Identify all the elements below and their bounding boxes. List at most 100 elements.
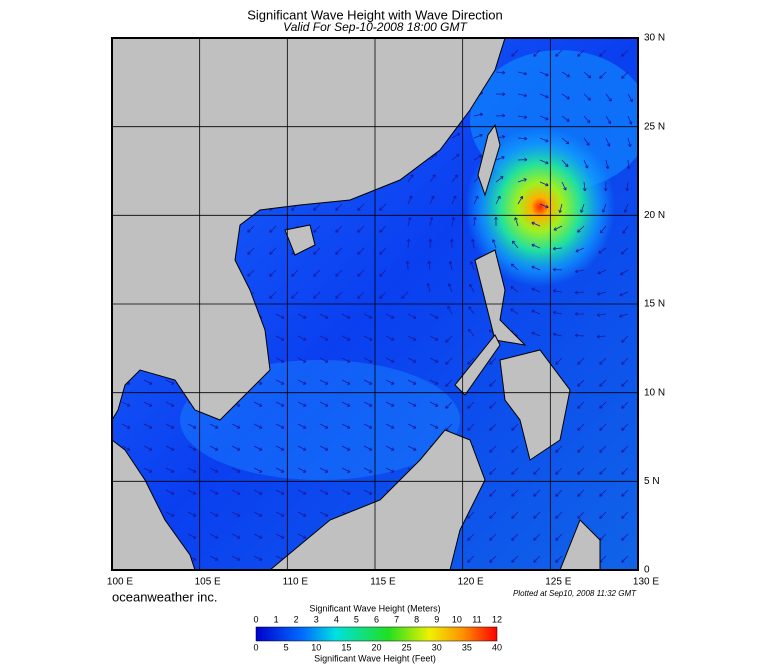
arrow bbox=[165, 511, 175, 517]
arrow bbox=[121, 445, 131, 451]
meter-label: 4 bbox=[334, 614, 339, 624]
lon-label: 110 E bbox=[283, 577, 309, 588]
arrow bbox=[247, 247, 255, 255]
meter-label: 5 bbox=[354, 614, 359, 624]
arrow bbox=[561, 159, 569, 168]
arrow bbox=[620, 247, 629, 255]
meter-label: 10 bbox=[452, 614, 462, 624]
arrow bbox=[489, 489, 497, 497]
lat-label: 10 N bbox=[644, 387, 665, 398]
arrow bbox=[491, 239, 497, 249]
arrow bbox=[209, 467, 219, 473]
arrow bbox=[341, 467, 351, 473]
arrow bbox=[517, 71, 528, 76]
arrow bbox=[247, 269, 255, 277]
lat-label: 0 bbox=[644, 565, 650, 576]
arrow bbox=[599, 511, 607, 519]
arrow bbox=[335, 203, 343, 211]
arrow bbox=[539, 71, 549, 77]
arrow bbox=[539, 93, 549, 99]
arrow bbox=[489, 511, 497, 519]
arrow bbox=[187, 445, 197, 451]
arrow bbox=[341, 379, 351, 385]
lon-label: 130 E bbox=[633, 577, 659, 588]
lat-label: 15 N bbox=[644, 299, 665, 310]
arrow bbox=[447, 305, 453, 315]
arrow bbox=[297, 379, 307, 385]
arrow bbox=[357, 291, 365, 299]
grid bbox=[112, 38, 638, 570]
arrow bbox=[469, 283, 475, 293]
arrow bbox=[429, 423, 439, 429]
arrow bbox=[319, 379, 329, 385]
arrow bbox=[448, 260, 453, 271]
arrow bbox=[407, 195, 413, 205]
arrow bbox=[605, 93, 612, 102]
colorbar-ticks: 0 1 2 3 4 5 6 7 8 9 10 11 120 5 10 15 20 25 30 35 40 bbox=[253, 614, 502, 652]
arrow bbox=[552, 332, 563, 337]
arrow bbox=[468, 306, 475, 315]
land bbox=[559, 519, 601, 570]
arrow bbox=[357, 269, 365, 277]
arrow bbox=[623, 203, 629, 213]
arrow bbox=[533, 555, 541, 563]
arrow bbox=[445, 379, 453, 387]
arrow bbox=[467, 423, 475, 431]
meter-label: 3 bbox=[314, 614, 319, 624]
arrow bbox=[385, 357, 395, 363]
map bbox=[112, 38, 638, 570]
arrow bbox=[531, 265, 541, 271]
arrow bbox=[533, 49, 541, 57]
arrow bbox=[596, 313, 607, 317]
arrow bbox=[599, 357, 607, 365]
subtitle: Valid For Sep-10-2008 18:00 GMT bbox=[283, 20, 468, 34]
arrow bbox=[583, 93, 591, 101]
arrow bbox=[583, 137, 590, 146]
land bbox=[454, 334, 501, 396]
arrow bbox=[253, 423, 263, 429]
lon-label: 120 E bbox=[458, 577, 484, 588]
arrow bbox=[429, 174, 436, 183]
arrow bbox=[473, 133, 483, 139]
land bbox=[269, 429, 486, 570]
arrow bbox=[583, 115, 591, 124]
arrow bbox=[385, 467, 395, 473]
arrow bbox=[583, 71, 592, 79]
arrow bbox=[297, 313, 307, 319]
arrow bbox=[539, 203, 549, 209]
arrow bbox=[552, 310, 563, 315]
arrow bbox=[531, 309, 541, 315]
arrow bbox=[335, 291, 343, 299]
arrow bbox=[539, 115, 549, 121]
arrow bbox=[275, 357, 285, 363]
arrow bbox=[467, 533, 475, 541]
colorbar bbox=[255, 626, 498, 642]
arrow bbox=[574, 333, 585, 338]
arrow bbox=[335, 269, 343, 277]
arrow bbox=[621, 357, 629, 365]
arrow bbox=[510, 263, 519, 271]
arrow bbox=[429, 195, 435, 205]
arrow bbox=[531, 221, 541, 227]
arrow bbox=[511, 555, 519, 563]
arrow bbox=[451, 153, 460, 161]
arrow bbox=[335, 247, 343, 255]
arrow bbox=[517, 136, 528, 141]
arrow bbox=[517, 93, 528, 98]
arrow bbox=[209, 423, 219, 429]
arrow bbox=[269, 291, 277, 299]
arrow bbox=[187, 489, 197, 495]
arrow bbox=[575, 247, 585, 253]
arrow bbox=[577, 225, 585, 233]
arrow bbox=[143, 467, 153, 473]
arrow bbox=[165, 379, 175, 385]
arrow bbox=[275, 401, 285, 407]
arrow bbox=[275, 533, 285, 539]
arrow bbox=[429, 379, 439, 385]
arrow bbox=[407, 174, 414, 183]
arrow bbox=[357, 225, 365, 233]
arrow bbox=[494, 216, 498, 227]
arrow bbox=[297, 511, 307, 517]
arrow bbox=[297, 401, 307, 407]
